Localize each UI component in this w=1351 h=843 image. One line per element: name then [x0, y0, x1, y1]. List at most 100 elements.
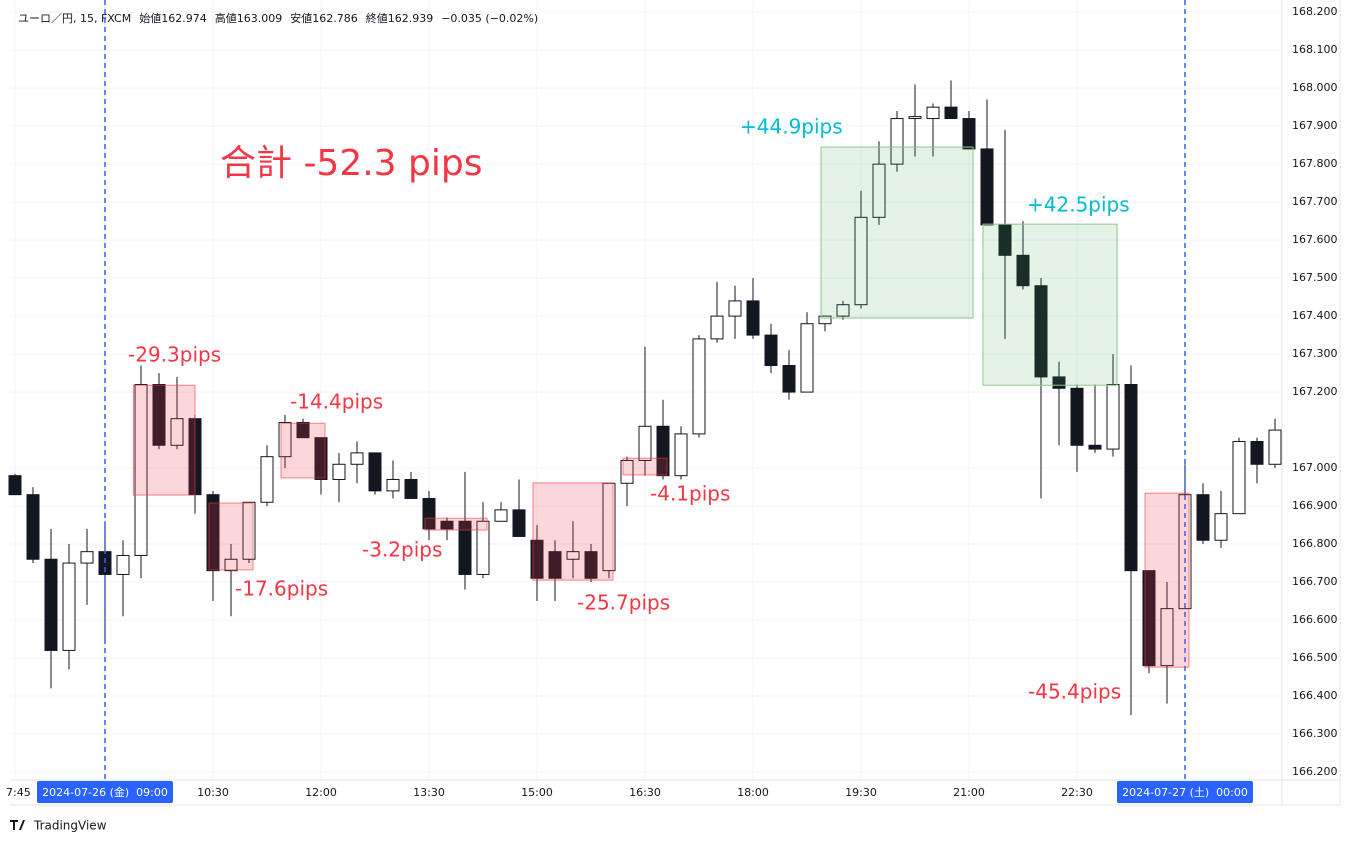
logo-icon: [10, 820, 25, 830]
crosshair-label-bg: [37, 781, 173, 803]
y-tick-label: 168.100: [1292, 43, 1338, 56]
candle-body: [530, 539, 544, 579]
low: 安値162.786: [290, 11, 358, 25]
candle-body: [224, 558, 238, 572]
trade-label: -29.3pips: [128, 343, 221, 367]
trade-box: [1144, 492, 1190, 668]
candle-body: [998, 224, 1012, 256]
candle-body: [152, 383, 166, 446]
candle-body: [1214, 513, 1228, 541]
candle-body: [872, 163, 886, 218]
trade-label: -17.6pips: [235, 577, 328, 601]
candles: [8, 80, 1282, 716]
y-tick-label: 166.600: [1292, 613, 1338, 626]
y-tick-label: 167.000: [1292, 461, 1338, 474]
x-tick-label: 2024-07-27 (土) 00:00: [1122, 786, 1248, 799]
candle-body: [620, 459, 634, 484]
trade-label: -45.4pips: [1028, 680, 1121, 704]
candle-body: [656, 425, 670, 477]
candle-body: [782, 364, 796, 393]
open: 始値162.974: [139, 11, 207, 25]
candle-body: [764, 334, 778, 366]
candle-body: [584, 551, 598, 579]
candle-body: [1142, 570, 1156, 667]
trade-label: +44.9pips: [740, 115, 843, 139]
y-tick-label: 166.300: [1292, 727, 1338, 740]
trade-label: -3.2pips: [362, 538, 442, 562]
y-tick-label: 166.900: [1292, 499, 1338, 512]
y-tick-label: 166.700: [1292, 575, 1338, 588]
candle-body: [638, 425, 652, 461]
axes: 168.200 168.100 168.000 167.900 167.800 167.7…: [6, 5, 1338, 803]
y-tick-label: 168.000: [1292, 81, 1338, 94]
candle-body: [980, 148, 994, 226]
y-tick-label: 167.700: [1292, 195, 1338, 208]
x-tick-label: 2024-07-26 (金) 09:00: [42, 785, 168, 799]
candle-body: [836, 304, 850, 317]
y-tick-label: 167.800: [1292, 157, 1338, 170]
y-tick-label: 167.200: [1292, 385, 1338, 398]
candle-body: [494, 509, 508, 522]
y-tick-label: 167.300: [1292, 347, 1338, 360]
candle-body: [710, 315, 724, 340]
candle-body: [1250, 440, 1264, 465]
candle-body: [800, 323, 814, 393]
chart-title: 合計 -52.3 pips: [220, 143, 483, 184]
candle-body: [962, 118, 976, 150]
trade-box: [280, 422, 326, 479]
candle-body: [26, 494, 40, 560]
candle-body: [1124, 383, 1138, 572]
candle-body: [1268, 429, 1282, 465]
candle-body: [440, 520, 454, 530]
candle-body: [458, 520, 472, 575]
candle-body: [476, 520, 490, 575]
candle-body: [242, 501, 256, 560]
high: 高値163.009: [215, 11, 283, 25]
candle-body: [1052, 376, 1066, 389]
candle-body: [134, 383, 148, 556]
trade-box: [208, 502, 254, 571]
candle-body: [1196, 494, 1210, 541]
candle-body: [170, 418, 184, 446]
x-tick-label: 15:00: [521, 786, 553, 799]
y-tick-label: 167.600: [1292, 233, 1338, 246]
y-tick-label: 167.500: [1292, 271, 1338, 284]
candle-body: [674, 433, 688, 477]
candle-body: [278, 421, 292, 458]
y-tick-label: 166.400: [1292, 689, 1338, 702]
candle-body: [1034, 285, 1048, 378]
candle-body: [746, 300, 760, 336]
candle-body: [1106, 383, 1120, 450]
y-tick-label: 167.900: [1292, 119, 1338, 132]
candle-body: [44, 558, 58, 651]
trade-box: [424, 517, 488, 531]
candle-body: [386, 478, 400, 492]
candle-body: [1016, 254, 1030, 287]
close: 終値162.939: [366, 11, 434, 25]
candle-body: [422, 497, 436, 530]
logo-text: TradingView: [33, 819, 107, 833]
candle-body: [944, 106, 958, 120]
trade-box: [982, 223, 1118, 386]
trade-box: [132, 384, 196, 496]
y-tick-label: 167.400: [1292, 309, 1338, 322]
candle-body: [890, 118, 904, 165]
candle-body: [908, 116, 922, 120]
trade-box: [532, 482, 614, 581]
candle-body: [1070, 387, 1084, 446]
trade-box: [820, 146, 974, 319]
y-tick-label: 168.200: [1292, 5, 1338, 18]
x-tick-label: 21:00: [953, 786, 985, 799]
candle-body: [818, 315, 832, 325]
trade-label: +42.5pips: [1027, 193, 1130, 217]
x-tick-label: 7:45: [6, 786, 31, 799]
candle-body: [332, 463, 346, 480]
candle-body: [566, 551, 580, 560]
trade-label: -4.1pips: [650, 482, 730, 506]
candle-body: [206, 494, 220, 572]
trade-label: -25.7pips: [577, 591, 670, 615]
candle-body: [728, 300, 742, 317]
x-tick-label: 19:30: [845, 786, 877, 799]
change: −0.035 (−0.02%): [441, 12, 538, 25]
